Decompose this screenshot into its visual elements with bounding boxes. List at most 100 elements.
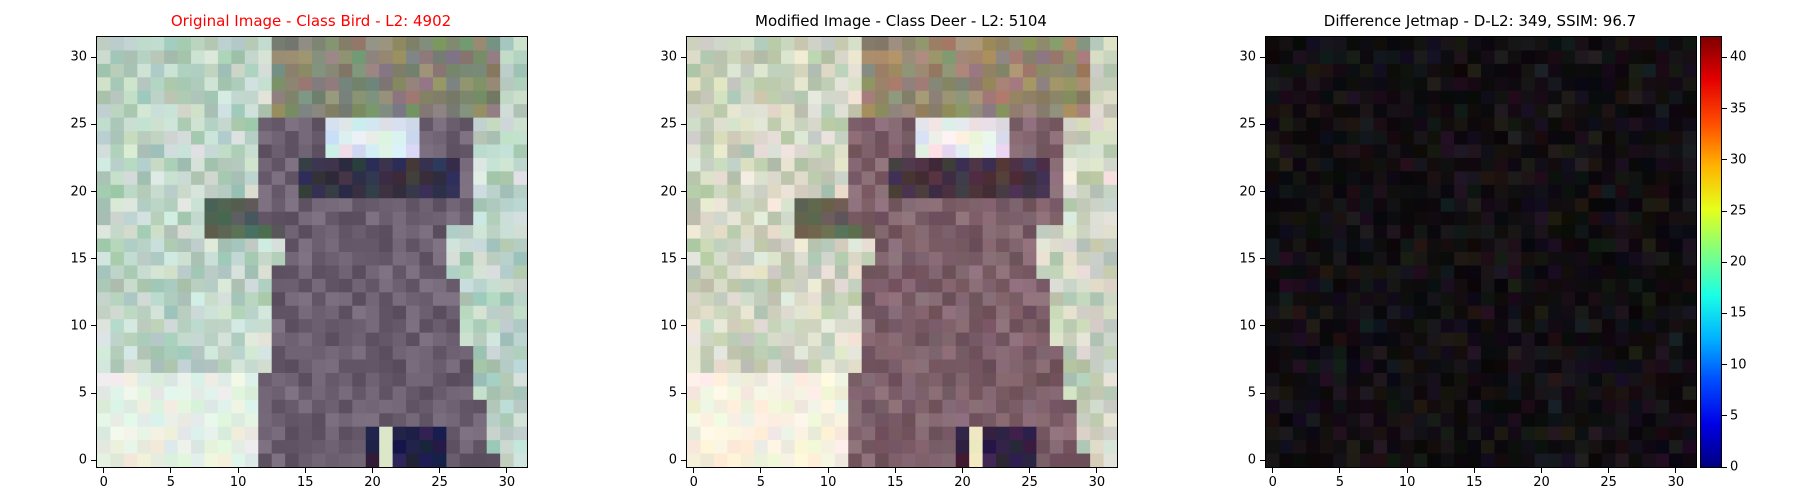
pixel-cell [217, 372, 232, 387]
pixel-cell [352, 252, 367, 267]
pixel-cell [767, 157, 782, 172]
pixel-cell [1561, 131, 1576, 146]
pixel-cell [1306, 171, 1321, 186]
pixel-cell [500, 211, 515, 226]
pixel-cell [1628, 77, 1643, 92]
pixel-cell [1427, 265, 1442, 280]
colorbar-tick-mark [1722, 108, 1727, 110]
pixel-cell [1360, 37, 1375, 52]
pixel-cell [834, 399, 849, 414]
pixel-cell [1266, 346, 1281, 361]
pixel-cell [513, 278, 527, 293]
pixel-cell [848, 63, 863, 78]
pixel-cell [1022, 171, 1037, 186]
pixel-cell [177, 399, 192, 414]
pixel-cell [1588, 265, 1603, 280]
pixel-cell [713, 77, 728, 92]
pixel-cell [700, 104, 715, 119]
pixel-cell [352, 77, 367, 92]
pixel-cell [996, 346, 1011, 361]
pixel-cell [1009, 225, 1024, 240]
pixel-cell [204, 252, 219, 267]
pixel-cell [1655, 63, 1670, 78]
pixel-cell [137, 198, 152, 213]
pixel-cell [500, 332, 515, 347]
pixel-cell [271, 440, 286, 455]
pixel-cell [1628, 63, 1643, 78]
pixel-cell [687, 372, 702, 387]
pixel-cell [271, 117, 286, 132]
pixel-cell [432, 426, 447, 441]
pixel-cell [365, 157, 380, 172]
pixel-cell [1413, 37, 1428, 52]
pixel-cell [1386, 426, 1401, 441]
colorbar-tick-label: 30 [1730, 152, 1747, 168]
pixel-cell [406, 292, 421, 307]
pixel-cell [1427, 90, 1442, 105]
pixel-cell [486, 225, 501, 240]
pixel-cell [727, 50, 742, 65]
pixel-cell [982, 90, 997, 105]
pixel-cell [700, 359, 715, 374]
pixel-cell [1534, 37, 1549, 52]
pixel-cell [298, 225, 313, 240]
pixel-cell [164, 104, 179, 119]
pixel-cell [1575, 104, 1590, 119]
pixel-cell [392, 225, 407, 240]
pixel-cell [848, 157, 863, 172]
pixel-cell [848, 278, 863, 293]
pixel-cell [1022, 238, 1037, 253]
pixel-cell [298, 372, 313, 387]
pixel-cell [1642, 184, 1657, 199]
pixel-cell [244, 211, 259, 226]
pixel-cell [110, 90, 125, 105]
pixel-cell [271, 171, 286, 186]
pixel-cell [1413, 292, 1428, 307]
pixel-cell [1266, 77, 1281, 92]
pixel-cell [123, 90, 138, 105]
pixel-cell [1588, 198, 1603, 213]
pixel-cell [1319, 225, 1334, 240]
pixel-cell [1561, 426, 1576, 441]
pixel-cell [1076, 346, 1091, 361]
pixel-cell [513, 50, 527, 65]
pixel-cell [1090, 104, 1105, 119]
x-tick-mark [1406, 468, 1408, 473]
pixel-cell [1454, 346, 1469, 361]
pixel-cell [807, 453, 822, 467]
pixel-cell [996, 211, 1011, 226]
pixel-cell [848, 359, 863, 374]
pixel-cell [1642, 77, 1657, 92]
pixel-cell [459, 252, 474, 267]
pixel-cell [1266, 144, 1281, 159]
pixel-cell [97, 359, 112, 374]
pixel-cell [1548, 453, 1563, 467]
pixel-cell [969, 211, 984, 226]
pixel-cell [419, 372, 434, 387]
pixel-cell [1076, 211, 1091, 226]
pixel-cell [191, 90, 206, 105]
x-tick-label: 25 [1021, 475, 1038, 490]
pixel-cell [915, 131, 930, 146]
pixel-cell [217, 252, 232, 267]
pixel-cell [419, 426, 434, 441]
pixel-cell [1548, 184, 1563, 199]
pixel-cell [821, 346, 836, 361]
pixel-cell [740, 238, 755, 253]
y-tick-mark [91, 258, 96, 260]
pixel-cell [1266, 292, 1281, 307]
pixel-cell [164, 372, 179, 387]
pixel-cell [177, 211, 192, 226]
pixel-cell [861, 440, 876, 455]
pixel-cell [473, 225, 488, 240]
pixel-cell [97, 372, 112, 387]
pixel-cell [1413, 413, 1428, 428]
pixel-cell [1373, 426, 1388, 441]
pixel-cell [446, 225, 461, 240]
pixel-cell [137, 117, 152, 132]
pixel-cell [915, 386, 930, 401]
pixel-cell [298, 144, 313, 159]
pixel-cell [740, 131, 755, 146]
pixel-cell [1076, 426, 1091, 441]
pixel-cell [244, 265, 259, 280]
